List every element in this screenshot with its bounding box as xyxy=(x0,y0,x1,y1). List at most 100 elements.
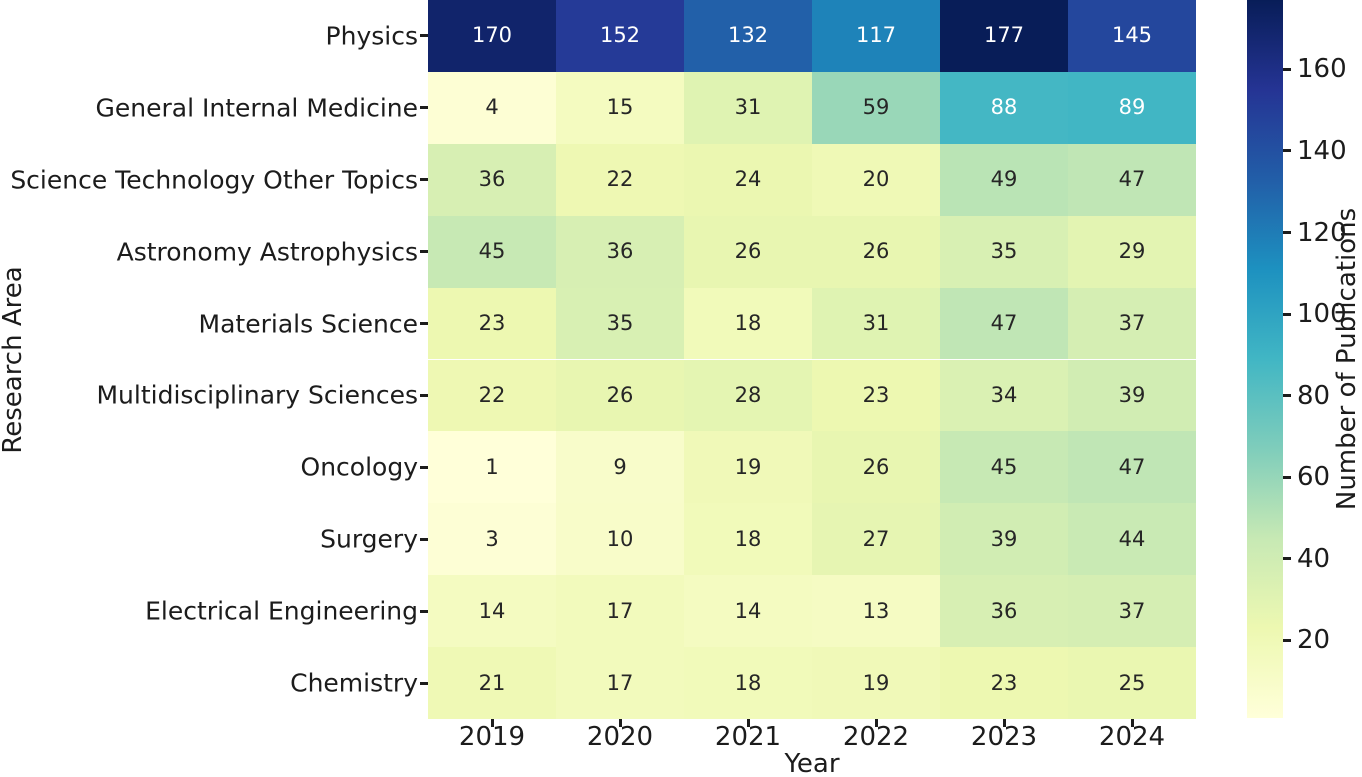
y-axis-title: Research Area xyxy=(0,266,28,454)
heatmap-cell: 21 xyxy=(428,647,556,719)
heatmap-cell: 170 xyxy=(428,0,556,72)
y-tick-mark xyxy=(420,609,428,613)
colorbar-tick-label: 60 xyxy=(1297,462,1331,493)
x-tick-label: 2024 xyxy=(1098,722,1166,752)
colorbar-tick-label: 100 xyxy=(1297,299,1347,330)
y-tick-label: Physics xyxy=(325,21,418,51)
x-tick-mark xyxy=(1002,719,1006,727)
heatmap-cell: 117 xyxy=(812,0,940,72)
heatmap-cell: 25 xyxy=(1068,647,1196,719)
heatmap-cell: 47 xyxy=(1068,143,1196,216)
x-tick-label: 2021 xyxy=(714,722,782,752)
colorbar-tick-mark xyxy=(1283,67,1291,71)
heatmap-cell: 152 xyxy=(556,0,684,72)
x-tick-mark xyxy=(1130,719,1134,727)
heatmap-cell: 14 xyxy=(428,575,556,648)
heatmap-cell: 29 xyxy=(1068,215,1196,288)
colorbar-tick-label: 40 xyxy=(1297,543,1331,574)
heatmap-cell: 26 xyxy=(812,215,940,288)
colorbar-tick-mark xyxy=(1283,638,1291,642)
heatmap-cell: 4 xyxy=(428,71,556,144)
colorbar-tick-mark xyxy=(1283,557,1291,561)
y-tick-label: Materials Science xyxy=(198,309,418,339)
heatmap-cell: 35 xyxy=(556,287,684,360)
heatmap-cell: 26 xyxy=(684,215,812,288)
heatmap-cell: 18 xyxy=(684,503,812,576)
heatmap-cell: 49 xyxy=(940,143,1068,216)
heatmap-cell: 13 xyxy=(812,575,940,648)
heatmap-cell: 36 xyxy=(428,143,556,216)
heatmap-cell: 23 xyxy=(812,359,940,432)
colorbar-tick-mark xyxy=(1283,312,1291,316)
y-tick-mark xyxy=(420,393,428,397)
heatmap-cell: 14 xyxy=(684,575,812,648)
colorbar-tick-mark xyxy=(1283,149,1291,153)
heatmap-cell: 9 xyxy=(556,431,684,504)
x-tick-mark xyxy=(490,719,494,727)
heatmap-cell: 17 xyxy=(556,647,684,719)
y-tick-mark xyxy=(420,465,428,469)
x-tick-mark xyxy=(618,719,622,727)
colorbar-tick-label: 120 xyxy=(1297,217,1347,248)
heatmap-cell: 10 xyxy=(556,503,684,576)
heatmap-cell: 34 xyxy=(940,359,1068,432)
y-tick-label: Multidisciplinary Sciences xyxy=(96,380,418,410)
heatmap-cell: 15 xyxy=(556,71,684,144)
y-tick-label: Oncology xyxy=(300,452,418,482)
y-tick-mark xyxy=(420,681,428,685)
x-axis-title: Year xyxy=(784,749,840,777)
heatmap-cell: 17 xyxy=(556,575,684,648)
colorbar-tick-mark xyxy=(1283,231,1291,235)
x-tick-label: 2020 xyxy=(586,722,654,752)
heatmap-cell: 26 xyxy=(556,359,684,432)
y-tick-mark xyxy=(420,106,428,110)
heatmap-cell: 19 xyxy=(812,647,940,719)
y-tick-label: Electrical Engineering xyxy=(145,596,418,626)
heatmap-cell: 23 xyxy=(940,647,1068,719)
colorbar-gradient xyxy=(1247,0,1283,718)
colorbar-tick-label: 80 xyxy=(1297,380,1331,411)
heatmap-cell: 18 xyxy=(684,647,812,719)
y-tick-label: Science Technology Other Topics xyxy=(10,165,418,195)
heatmap-cell: 36 xyxy=(940,575,1068,648)
y-tick-mark xyxy=(420,250,428,254)
heatmap-cell: 44 xyxy=(1068,503,1196,576)
colorbar-tick-label: 140 xyxy=(1297,135,1347,166)
heatmap-cell: 37 xyxy=(1068,287,1196,360)
colorbar-tick-label: 20 xyxy=(1297,625,1331,656)
heatmap-cell: 47 xyxy=(1068,431,1196,504)
y-tick-mark xyxy=(420,322,428,326)
heatmap-cell: 45 xyxy=(428,215,556,288)
heatmap-cell: 18 xyxy=(684,287,812,360)
heatmap-cell: 20 xyxy=(812,143,940,216)
y-tick-mark xyxy=(420,178,428,182)
heatmap-cell: 27 xyxy=(812,503,940,576)
heatmap-cell: 22 xyxy=(428,359,556,432)
heatmap-cell: 177 xyxy=(940,0,1068,72)
heatmap-cell: 26 xyxy=(812,431,940,504)
x-tick-label: 2019 xyxy=(458,722,526,752)
y-tick-label: Chemistry xyxy=(290,668,418,698)
x-tick-mark xyxy=(874,719,878,727)
heatmap-cell: 145 xyxy=(1068,0,1196,72)
colorbar-tick-mark xyxy=(1283,475,1291,479)
x-tick-label: 2022 xyxy=(842,722,910,752)
heatmap-cell: 37 xyxy=(1068,575,1196,648)
colorbar-tick-label: 160 xyxy=(1297,54,1347,85)
heatmap-cell: 35 xyxy=(940,215,1068,288)
heatmap-cell: 31 xyxy=(684,71,812,144)
x-tick-label: 2023 xyxy=(970,722,1038,752)
heatmap-grid: 170 152 132 117 177 145 4 15 31 59 88 89 36 22 24 20 49 4… xyxy=(428,0,1196,719)
heatmap-cell: 59 xyxy=(812,71,940,144)
colorbar-title: Number of Publications xyxy=(1332,207,1362,511)
heatmap-cell: 3 xyxy=(428,503,556,576)
heatmap-cell: 1 xyxy=(428,431,556,504)
y-tick-mark xyxy=(420,34,428,38)
heatmap-cell: 36 xyxy=(556,215,684,288)
heatmap-cell: 19 xyxy=(684,431,812,504)
heatmap-cell: 39 xyxy=(1068,359,1196,432)
heatmap-cell: 31 xyxy=(812,287,940,360)
x-tick-mark xyxy=(746,719,750,727)
heatmap-cell: 39 xyxy=(940,503,1068,576)
